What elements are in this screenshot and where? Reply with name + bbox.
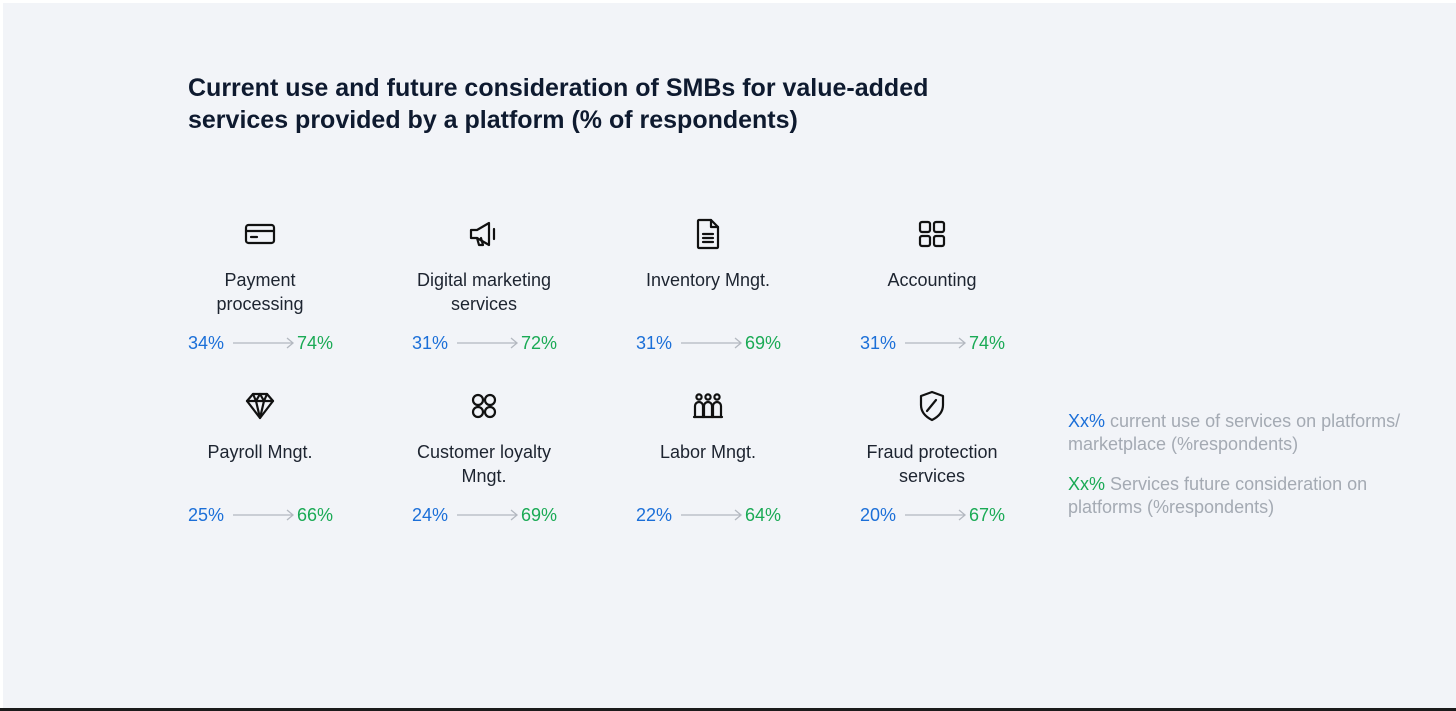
bottom-border [0, 708, 1456, 711]
current-use-value: 31% [636, 333, 673, 353]
service-stats: 31% 72% [372, 331, 596, 355]
service-label-line: Inventory Mngt. [645, 270, 771, 290]
service-stats: 31% 74% [820, 331, 1044, 355]
service-label: Payment processing [148, 268, 372, 316]
future-consideration-value: 69% [745, 333, 782, 353]
legend-current-key: Xx% [1068, 411, 1106, 431]
future-consideration-value: 64% [745, 505, 782, 525]
service-label-line: services [898, 466, 965, 486]
legend-future-key: Xx% [1068, 474, 1106, 494]
megaphone-icon [467, 217, 501, 251]
service-label-line: Accounting [887, 270, 977, 290]
service-label-line: Payroll Mngt. [207, 442, 313, 462]
service-label: Digital marketing services [372, 268, 596, 316]
future-consideration-value: 66% [297, 505, 334, 525]
future-consideration-value: 74% [297, 333, 334, 353]
service-stats: 25% 66% [148, 503, 372, 527]
arrow-right-icon [905, 337, 967, 349]
arrow-right-icon [681, 509, 743, 521]
service-label-line: Digital marketing [416, 270, 552, 290]
arrow-right-icon [233, 337, 295, 349]
arrow-right-icon [681, 337, 743, 349]
future-consideration-value: 72% [521, 333, 558, 353]
diamond-icon [243, 389, 277, 423]
legend-future-line-1: Services future consideration on [1110, 474, 1368, 494]
credit-card-icon [243, 217, 277, 251]
future-consideration-value: 67% [969, 505, 1006, 525]
service-label: Customer loyalty Mngt. [372, 440, 596, 488]
chart-title: Current use and future consideration of … [188, 74, 929, 134]
service-label-line: Customer loyalty [416, 442, 552, 462]
arrow-right-icon [457, 337, 519, 349]
service-label: Labor Mngt. [596, 440, 820, 464]
loyalty-icon [467, 389, 501, 423]
current-use-value: 34% [188, 333, 225, 353]
service-label: Accounting [820, 268, 1044, 292]
legend-future-line-2: platforms (%respondents) [1068, 497, 1275, 517]
legend-current: Xx% current use of services on platforms… [1068, 410, 1428, 456]
legend-future: Xx% Services future consideration on pla… [1068, 473, 1428, 519]
service-label: Fraud protection services [820, 440, 1044, 488]
service-label-line: Fraud protection [866, 442, 998, 462]
future-consideration-value: 74% [969, 333, 1006, 353]
service-label-line: Payment [224, 270, 296, 290]
arrow-right-icon [457, 509, 519, 521]
chart-canvas [3, 3, 1456, 708]
service-stats: 22% 64% [596, 503, 820, 527]
service-stats: 20% 67% [820, 503, 1044, 527]
legend-current-line-1: current use of services on platforms/ [1110, 411, 1401, 431]
current-use-value: 31% [860, 333, 897, 353]
current-use-value: 25% [188, 505, 225, 525]
service-label-line: processing [216, 294, 304, 314]
service-stats: 24% 69% [372, 503, 596, 527]
service-label-line: Labor Mngt. [659, 442, 757, 462]
service-label-line: Mngt. [461, 466, 507, 486]
service-stats: 34% 74% [148, 331, 372, 355]
current-use-value: 24% [412, 505, 449, 525]
service-label: Inventory Mngt. [596, 268, 820, 292]
grid-icon [915, 217, 949, 251]
arrow-right-icon [233, 509, 295, 521]
people-icon [691, 389, 725, 423]
shield-icon [915, 389, 949, 423]
service-stats: 31% 69% [596, 331, 820, 355]
current-use-value: 31% [412, 333, 449, 353]
arrow-right-icon [905, 509, 967, 521]
current-use-value: 22% [636, 505, 673, 525]
legend-current-line-2: marketplace (%respondents) [1068, 434, 1299, 454]
document-icon [691, 217, 725, 251]
service-label: Payroll Mngt. [148, 440, 372, 464]
service-label-line: services [450, 294, 517, 314]
current-use-value: 20% [860, 505, 897, 525]
future-consideration-value: 69% [521, 505, 558, 525]
